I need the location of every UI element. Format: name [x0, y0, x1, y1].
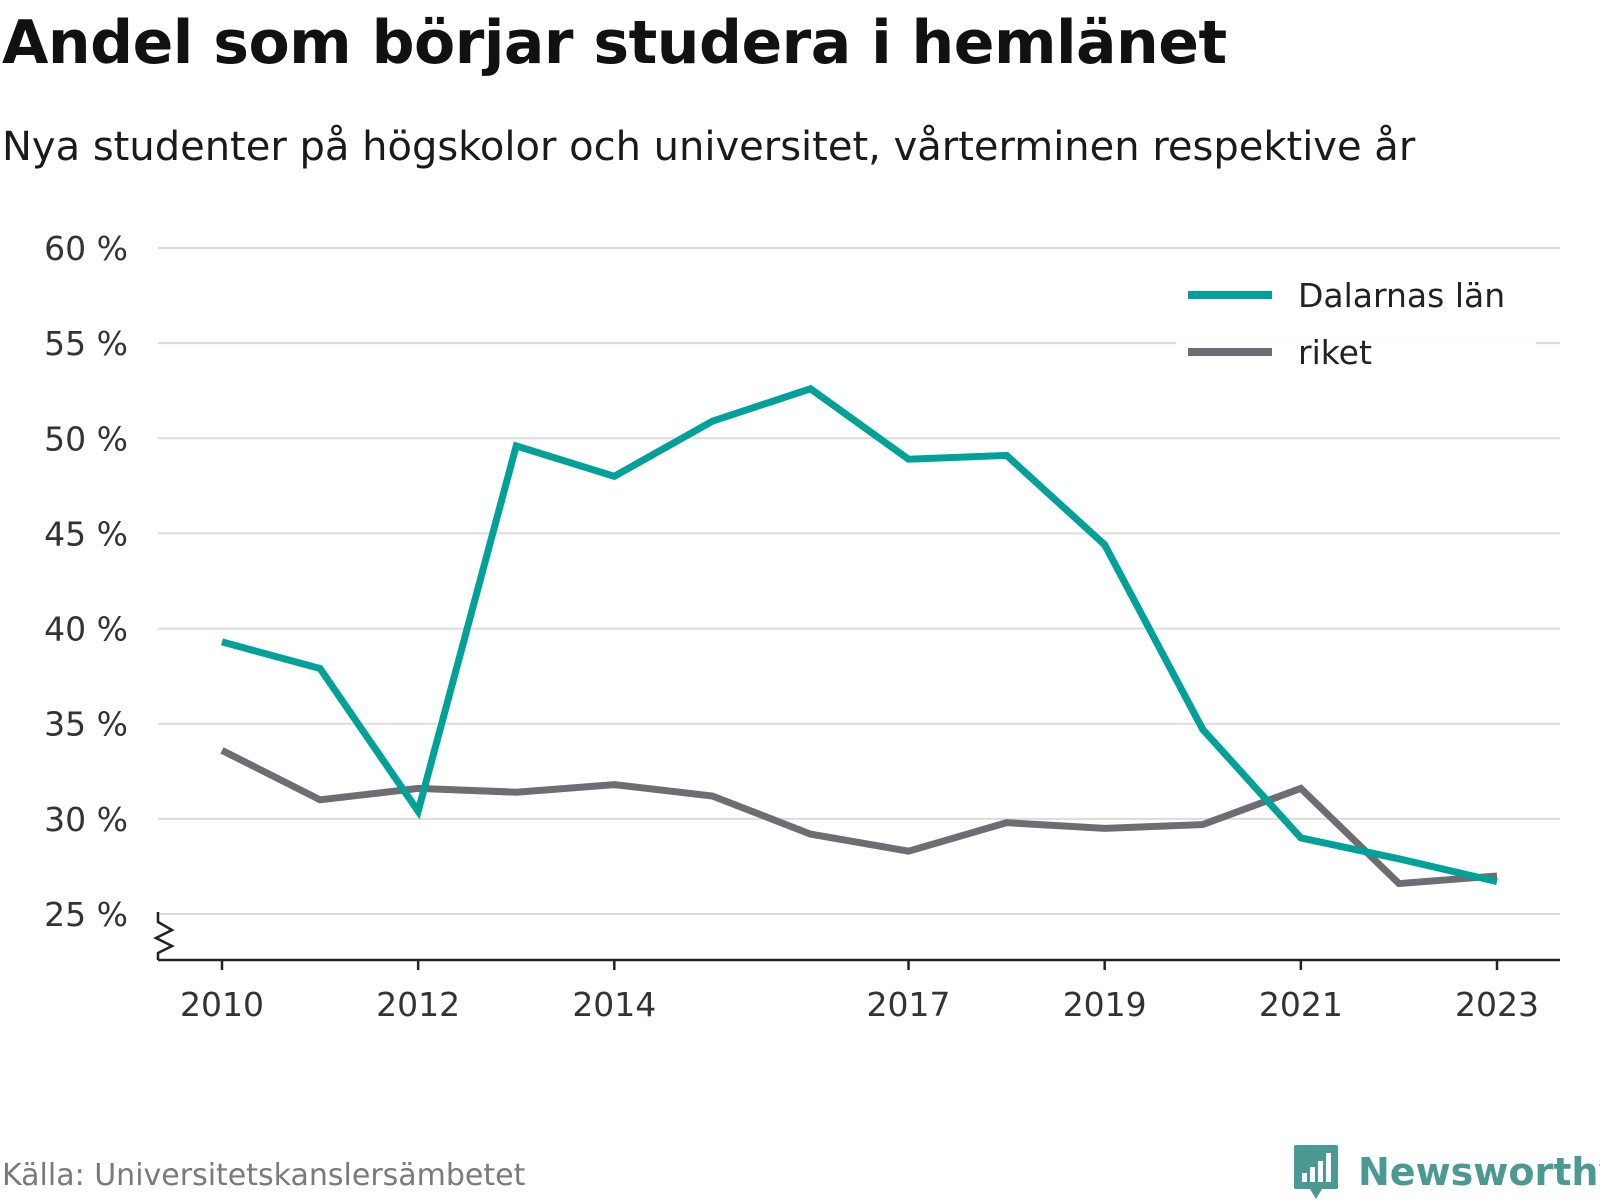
- chart-subtitle: Nya studenter på högskolor och universit…: [2, 124, 1416, 170]
- x-tick-label: 2010: [180, 985, 264, 1024]
- legend-label: Dalarnas län: [1298, 276, 1505, 315]
- x-tick-label: 2014: [572, 985, 656, 1024]
- source-note: Källa: Universitetskanslersämbetet: [2, 1158, 526, 1193]
- y-axis-break-marker: [153, 912, 175, 960]
- y-tick-label: 55 %: [44, 324, 128, 363]
- series-line-dalarnas-lan: [221, 384, 1498, 886]
- legend-background: [1176, 262, 1536, 382]
- series-line-riket: [220, 747, 1498, 888]
- y-tick-label: 50 %: [44, 419, 128, 458]
- x-tick-label: 2012: [376, 985, 460, 1024]
- x-tick-label: 2023: [1455, 985, 1539, 1024]
- y-tick-label: 60 %: [44, 229, 128, 268]
- y-tick-label: 40 %: [44, 610, 128, 649]
- line-chart: 25 %30 %35 %40 %45 %50 %55 %60 % 2010 201…: [44, 229, 1560, 1024]
- x-tick-label: 2019: [1063, 985, 1147, 1024]
- legend: Dalarnas län riket: [1176, 262, 1536, 382]
- chart-title: Andel som börjar studera i hemlänet: [2, 8, 1227, 78]
- x-tick-label: 2021: [1259, 985, 1343, 1024]
- series-lines: [220, 384, 1498, 888]
- x-axis: [153, 912, 1560, 962]
- y-tick-label: 30 %: [44, 800, 128, 839]
- y-tick-label: 45 %: [44, 514, 128, 553]
- brand-logo: Newsworthy: [1292, 1142, 1600, 1202]
- y-axis-ticks: 25 % 30 % 35 % 40 % 45 % 50 % 55 % 60 %: [44, 229, 128, 934]
- y-tick-label: 25 %: [44, 895, 128, 934]
- y-tick-label: 35 %: [44, 705, 128, 744]
- legend-label: riket: [1298, 333, 1372, 372]
- x-axis-ticks: 2010 2012 2014 2017 2019 2021 2023: [180, 960, 1539, 1024]
- bar-chart-speech-bubble-icon: [1294, 1145, 1338, 1199]
- brand-name: Newsworthy: [1358, 1150, 1600, 1194]
- x-tick-label: 2017: [867, 985, 951, 1024]
